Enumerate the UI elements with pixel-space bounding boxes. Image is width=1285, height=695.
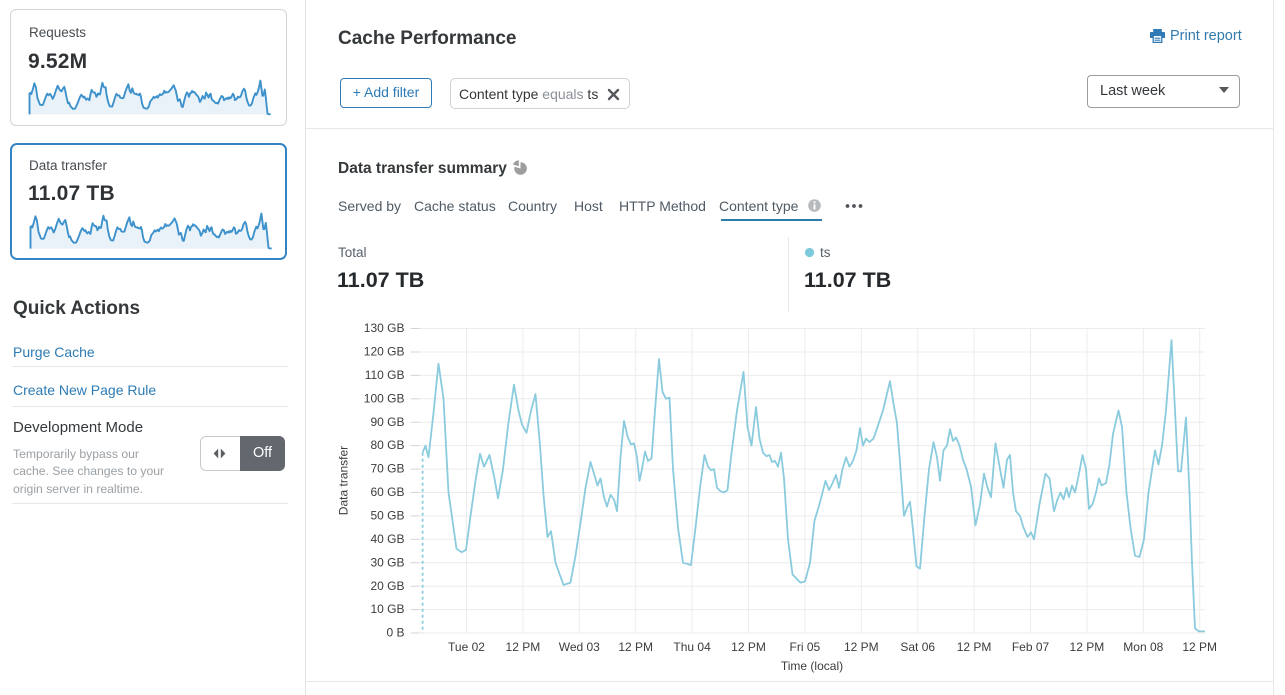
svg-text:0 B: 0 B [386, 626, 404, 640]
svg-text:Time (local): Time (local) [781, 659, 843, 673]
svg-text:130 GB: 130 GB [364, 321, 405, 335]
svg-text:60 GB: 60 GB [370, 485, 404, 499]
svg-text:12 PM: 12 PM [1182, 640, 1217, 654]
svg-text:110 GB: 110 GB [365, 368, 405, 382]
svg-text:12 PM: 12 PM [618, 640, 653, 654]
svg-text:40 GB: 40 GB [370, 532, 404, 546]
svg-text:12 PM: 12 PM [844, 640, 879, 654]
svg-text:90 GB: 90 GB [370, 415, 404, 429]
svg-text:Sat 06: Sat 06 [900, 640, 935, 654]
svg-text:70 GB: 70 GB [370, 462, 404, 476]
svg-text:12 PM: 12 PM [731, 640, 766, 654]
svg-text:120 GB: 120 GB [364, 345, 405, 359]
svg-text:Fri 05: Fri 05 [790, 640, 821, 654]
svg-text:Tue 02: Tue 02 [448, 640, 485, 654]
svg-text:Mon 08: Mon 08 [1123, 640, 1163, 654]
svg-text:80 GB: 80 GB [370, 438, 404, 452]
svg-text:100 GB: 100 GB [364, 391, 405, 405]
svg-text:Thu 04: Thu 04 [673, 640, 711, 654]
svg-text:Wed 03: Wed 03 [559, 640, 600, 654]
svg-text:10 GB: 10 GB [370, 602, 404, 616]
svg-text:20 GB: 20 GB [370, 579, 404, 593]
svg-text:12 PM: 12 PM [957, 640, 992, 654]
svg-text:30 GB: 30 GB [370, 555, 404, 569]
svg-text:12 PM: 12 PM [1070, 640, 1105, 654]
svg-text:Data transfer: Data transfer [337, 446, 351, 515]
svg-text:Feb 07: Feb 07 [1012, 640, 1050, 654]
svg-text:12 PM: 12 PM [506, 640, 541, 654]
svg-text:50 GB: 50 GB [370, 509, 404, 523]
